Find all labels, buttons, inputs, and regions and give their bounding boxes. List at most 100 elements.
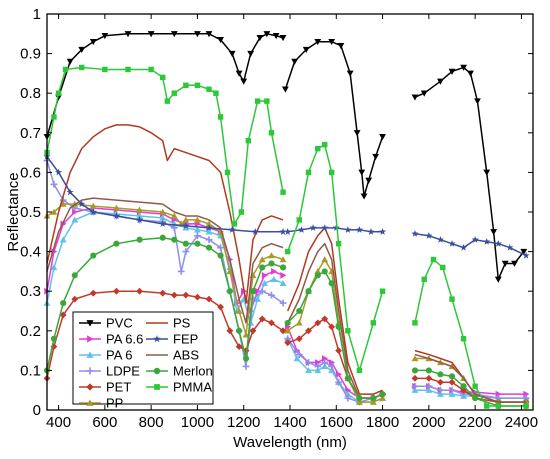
data-point-fep: [379, 228, 387, 235]
data-point-pmma: [305, 169, 312, 176]
data-point-ldpe: [425, 382, 433, 390]
data-point-pet: [279, 327, 287, 335]
data-point-merlon: [356, 395, 363, 402]
data-point-pmma: [164, 98, 171, 104]
data-point-pvc: [353, 130, 361, 137]
data-point-pmma: [183, 82, 189, 88]
tick-layer: 400 600 800 1000 1200 1400 1600 1800 2000 2200 240…: [20, 6, 538, 431]
data-point-pvc: [494, 276, 502, 283]
data-point-fep: [251, 228, 259, 235]
data-point-fep: [460, 243, 468, 251]
data-point-pvc: [372, 153, 380, 160]
data-point-pmma: [421, 276, 427, 283]
y-tick-label: 1: [33, 6, 41, 23]
data-point-fep: [411, 230, 419, 237]
data-point-pp: [50, 208, 58, 215]
data-point-pet: [182, 291, 190, 299]
data-point-pmma: [224, 169, 231, 176]
data-point-fep: [279, 228, 287, 235]
data-point-pa-6: [305, 367, 312, 374]
data-point-fep: [355, 226, 363, 233]
data-point-fep: [321, 224, 329, 231]
data-point-pa-6: [279, 279, 287, 286]
data-point-pet: [314, 319, 322, 327]
data-point-merlon: [335, 323, 342, 330]
data-point-pvc: [511, 260, 518, 267]
y-tick-label: 0: [33, 402, 41, 419]
data-point-pmma: [483, 403, 490, 409]
data-point-pp: [226, 268, 234, 275]
data-point-ldpe: [205, 236, 213, 244]
data-point-pvc: [66, 58, 74, 65]
data-point-pa-6-6: [335, 370, 342, 378]
data-point-pet: [89, 289, 97, 297]
data-point-pvc: [411, 94, 419, 101]
data-point-fep: [309, 224, 317, 231]
data-point-pa-6: [194, 226, 201, 233]
data-point-merlon: [249, 288, 257, 295]
data-point-pvc: [420, 90, 428, 97]
data-point-pvc: [279, 35, 287, 42]
x-tick-label: 1800: [366, 414, 399, 431]
legend-marker: [86, 383, 94, 391]
data-point-merlon: [205, 244, 213, 251]
y-tick-label: 0.8: [20, 85, 41, 102]
data-point-merlon: [379, 391, 386, 398]
data-point-pet: [205, 295, 213, 303]
data-point-pvc: [194, 31, 201, 38]
data-point-pvc: [337, 42, 345, 50]
x-tick-label: 2000: [412, 414, 445, 431]
data-point-ldpe: [268, 291, 275, 299]
data-point-fep: [78, 200, 86, 208]
legend-box: [72, 311, 214, 405]
data-point-pp: [314, 268, 322, 275]
legend-item-pa-6: PA 6: [79, 348, 133, 363]
data-point-merlon: [171, 236, 178, 243]
data-point-pvc: [101, 33, 109, 40]
data-point-pmma: [194, 82, 201, 88]
data-point-pvc: [379, 134, 386, 141]
data-point-pmma: [268, 130, 275, 136]
data-point-pmma: [321, 141, 328, 148]
data-point-pvc: [240, 78, 248, 85]
legend-marker: [86, 399, 94, 406]
data-point-ldpe: [279, 299, 287, 307]
data-point-pvc: [460, 64, 467, 71]
data-point-pet: [305, 327, 312, 335]
data-point-pvc: [89, 39, 97, 46]
legend-marker: [153, 335, 161, 343]
legend-item-pmma: PMMA: [146, 380, 212, 395]
data-point-ldpe: [344, 394, 352, 402]
data-point-pvc: [314, 39, 322, 46]
data-point-pa-6: [254, 295, 261, 302]
data-point-pa-6: [448, 390, 456, 397]
data-point-pvc: [358, 169, 366, 176]
data-point-pet: [284, 339, 292, 347]
series-pa-6: [43, 208, 530, 405]
data-point-pp: [235, 307, 243, 314]
legend-label: PP: [106, 396, 123, 411]
legend-item-pvc: PVC: [79, 316, 133, 331]
data-point-pa-6: [437, 390, 444, 397]
legend-label: PA 6.6: [106, 332, 143, 347]
data-point-pvc: [247, 50, 255, 57]
data-point-pp: [411, 355, 419, 362]
data-point-fep: [367, 228, 375, 235]
data-point-pa-6-6: [271, 268, 278, 275]
data-point-pvc: [360, 193, 368, 200]
data-point-ldpe: [448, 386, 456, 394]
data-point-pvc: [483, 169, 491, 176]
data-point-merlon: [90, 252, 97, 259]
legend-label: PVC: [106, 316, 133, 331]
data-point-fep: [425, 232, 433, 239]
x-tick-label: 1400: [273, 414, 306, 431]
data-point-ldpe: [177, 268, 185, 275]
data-point-pvc: [124, 31, 132, 38]
data-point-fep: [506, 243, 514, 251]
legend-label: FEP: [173, 332, 198, 347]
x-axis-title: Wavelength (nm): [233, 434, 347, 451]
data-point-ldpe: [295, 351, 303, 358]
data-point-merlon: [370, 395, 377, 402]
data-point-merlon: [411, 367, 419, 374]
